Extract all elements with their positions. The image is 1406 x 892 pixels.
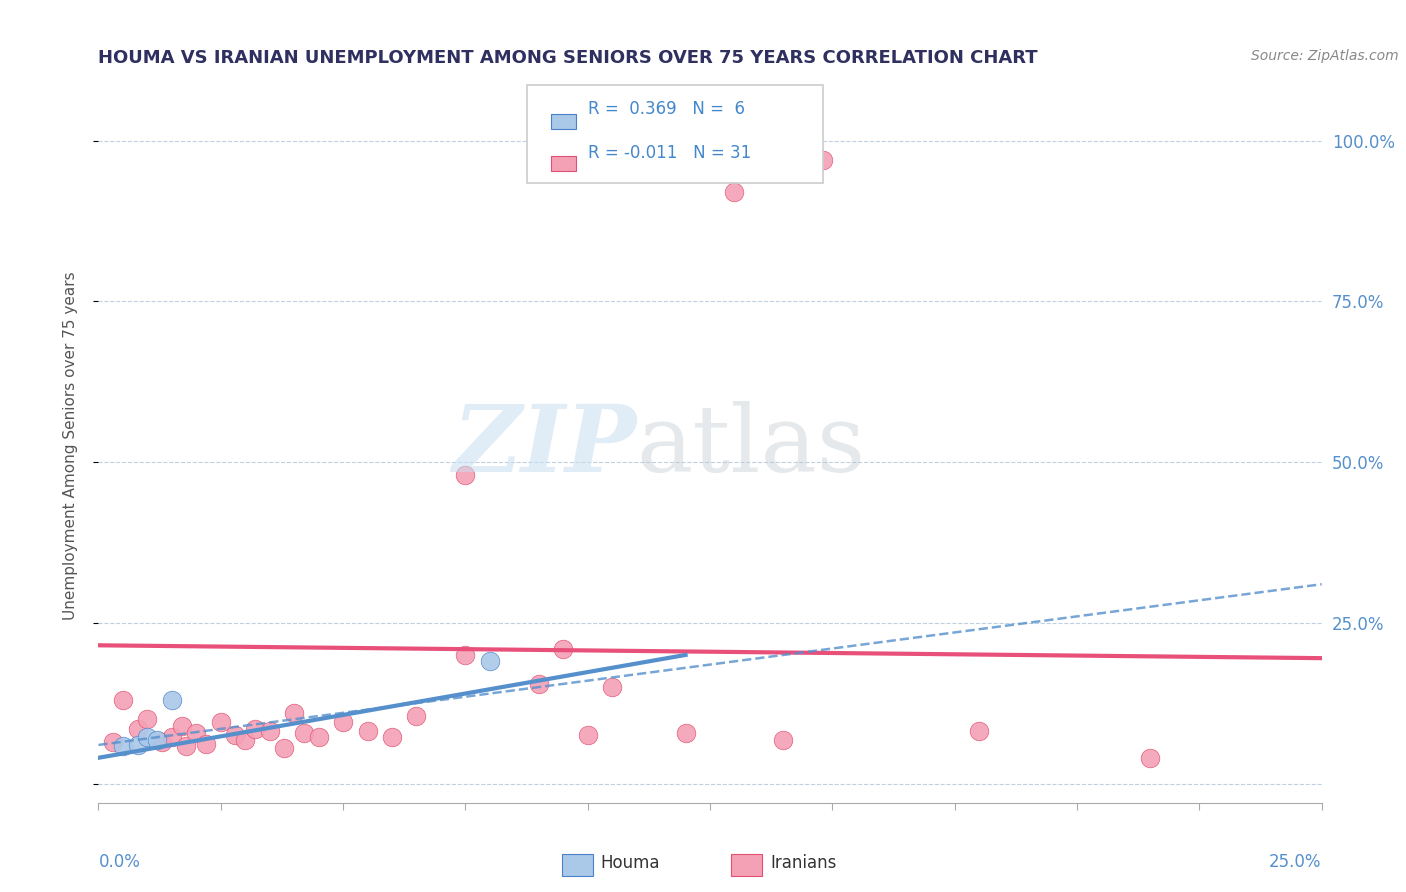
Point: [233, 732, 256, 747]
Point: [170, 719, 193, 733]
Point: [273, 741, 295, 756]
Y-axis label: Unemployment Among Seniors over 75 years: Unemployment Among Seniors over 75 years: [63, 272, 77, 620]
Point: [332, 715, 354, 730]
Point: [146, 732, 169, 747]
Point: [478, 654, 501, 668]
Point: [150, 735, 173, 749]
Point: [283, 706, 305, 720]
Point: [553, 641, 575, 656]
Point: [259, 723, 281, 738]
Point: [160, 730, 183, 744]
Text: atlas: atlas: [637, 401, 866, 491]
Point: [101, 735, 124, 749]
Point: [209, 715, 232, 730]
Point: [136, 712, 159, 726]
Point: [576, 728, 599, 742]
Text: 25.0%: 25.0%: [1270, 853, 1322, 871]
Point: [967, 723, 990, 738]
Point: [136, 730, 159, 744]
Point: [600, 680, 623, 694]
Text: HOUMA VS IRANIAN UNEMPLOYMENT AMONG SENIORS OVER 75 YEARS CORRELATION CHART: HOUMA VS IRANIAN UNEMPLOYMENT AMONG SENI…: [98, 49, 1038, 67]
Point: [454, 467, 477, 482]
Point: [675, 726, 697, 740]
Text: Iranians: Iranians: [770, 855, 837, 872]
Text: Source: ZipAtlas.com: Source: ZipAtlas.com: [1251, 49, 1399, 63]
Point: [772, 732, 794, 747]
Point: [111, 739, 134, 754]
Point: [811, 153, 834, 167]
Point: [1139, 751, 1161, 765]
Point: [111, 693, 134, 707]
Point: [723, 185, 745, 199]
Point: [308, 730, 330, 744]
Point: [160, 693, 183, 707]
Point: [127, 738, 149, 752]
Point: [176, 739, 198, 754]
Text: ZIP: ZIP: [453, 401, 637, 491]
Point: [224, 728, 246, 742]
Point: [527, 677, 550, 691]
Point: [356, 723, 378, 738]
Point: [186, 726, 208, 740]
Point: [454, 648, 477, 662]
Point: [243, 722, 266, 736]
Point: [292, 726, 315, 740]
Text: 0.0%: 0.0%: [98, 853, 141, 871]
Text: R =  0.369   N =  6: R = 0.369 N = 6: [588, 100, 745, 118]
Text: R = -0.011   N = 31: R = -0.011 N = 31: [588, 145, 751, 162]
Point: [127, 722, 149, 736]
Point: [405, 709, 427, 723]
Point: [381, 730, 404, 744]
Point: [195, 737, 218, 751]
Text: Houma: Houma: [600, 855, 659, 872]
